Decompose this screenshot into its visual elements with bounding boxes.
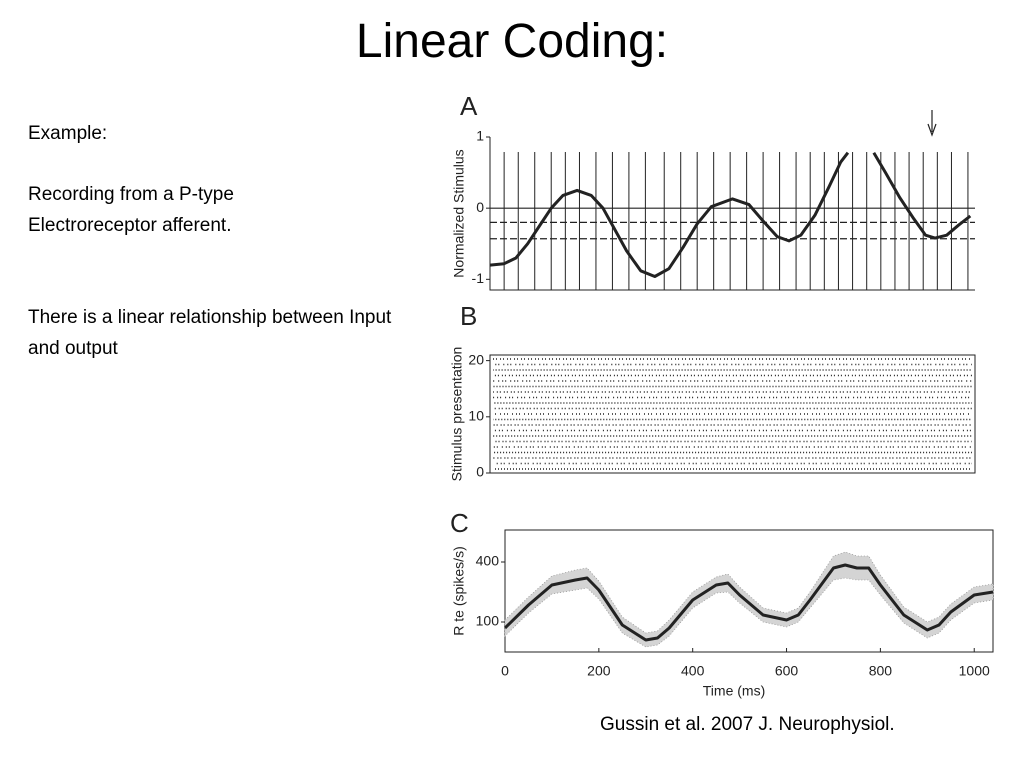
y-axis-label: Stimulus presentation	[449, 347, 465, 482]
y-tick-label: 0	[476, 464, 484, 480]
y-tick-label: -1	[472, 270, 485, 286]
arrow-marker	[927, 110, 937, 137]
panel-label: B	[460, 301, 477, 331]
plot-frame	[504, 529, 994, 653]
y-axis-label: R te (spikes/s)	[451, 546, 467, 635]
x-tick-label: 200	[587, 663, 611, 679]
body-text: Recording from a P-type Electroreceptor …	[28, 184, 234, 236]
rate-line	[503, 563, 994, 642]
y-tick-label: 1	[476, 128, 484, 144]
x-tick-label: 0	[501, 663, 509, 679]
y-tick-label: 0	[476, 199, 484, 215]
x-axis-label: Time (ms)	[703, 683, 765, 699]
panel-label: A	[460, 91, 478, 121]
y-axis-label: Normalized Stimulus	[451, 149, 467, 277]
x-tick-label: 800	[869, 663, 893, 679]
y-tick-label: 10	[468, 408, 484, 424]
error-band	[504, 551, 994, 648]
stimulus-line	[489, 151, 972, 278]
y-tick-label: 400	[476, 553, 500, 569]
panel-label: C	[450, 508, 469, 538]
x-tick-label: 1000	[959, 663, 990, 679]
plot-frame	[489, 354, 976, 474]
x-tick-label: 400	[681, 663, 705, 679]
body-text: Example:	[28, 123, 108, 144]
x-tick-label: 600	[775, 663, 799, 679]
citation: Gussin et al. 2007 J. Neurophysiol.	[600, 714, 895, 735]
y-tick-label: 20	[468, 351, 484, 367]
body-text: There is a linear relationship between I…	[28, 307, 392, 359]
slide-title: Linear Coding:	[355, 15, 669, 68]
y-tick-label: 100	[476, 613, 500, 629]
axes	[489, 137, 975, 291]
